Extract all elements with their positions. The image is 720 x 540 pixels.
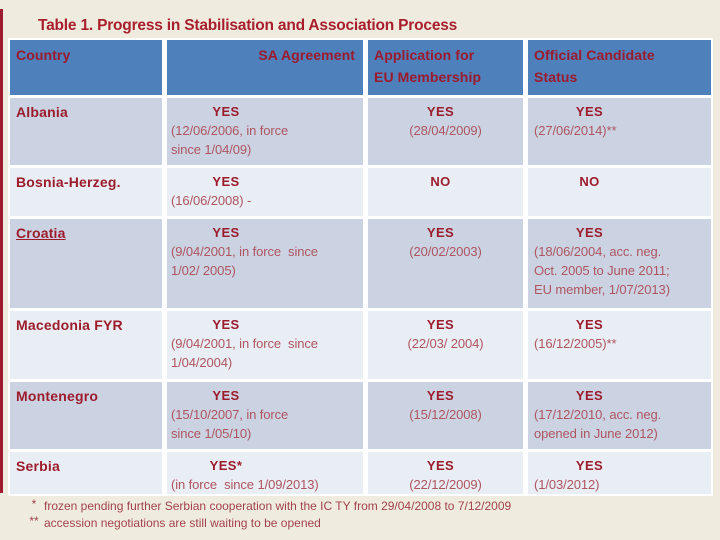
header-cell-application: Application for EU Membership <box>368 40 523 95</box>
sa-cell-croatia: YES (9/04/2001, in force since 1/02/ 200… <box>167 219 363 308</box>
application-status: YES <box>426 388 455 403</box>
sa-status: YES* <box>209 458 243 473</box>
application-detail: (15/12/2008) <box>409 407 482 422</box>
country-cell-croatia: Croatia <box>10 219 162 308</box>
country-cell-albania: Albania <box>10 98 162 165</box>
application-cell-albania: YES (28/04/2009) <box>368 98 523 165</box>
application-detail: (20/02/2003) <box>409 244 482 259</box>
country-label: Montenegro <box>16 388 99 404</box>
application-detail: (22/03/ 2004) <box>407 336 484 351</box>
country-label: Macedonia FYR <box>16 317 123 333</box>
sa-status: YES <box>212 174 240 189</box>
candidate-detail: (17/12/2010, acc. neg. opened in June 20… <box>534 407 662 441</box>
country-cell-macedonia: Macedonia FYR <box>10 311 162 379</box>
red-accent-bar <box>0 9 3 493</box>
sa-status: YES <box>212 317 240 332</box>
candidate-status: YES <box>575 104 604 119</box>
sa-cell-montenegro: YES (15/10/2007, in force since 1/05/10) <box>167 382 363 449</box>
footnote-marker: ** <box>29 514 39 528</box>
application-status: YES <box>426 225 455 240</box>
candidate-detail: (18/06/2004, acc. neg. Oct. 2005 to June… <box>534 244 670 297</box>
sa-status: YES <box>212 225 240 240</box>
candidate-detail: (27/06/2014)** <box>534 123 617 138</box>
country-label: Albania <box>16 104 68 120</box>
sa-status: YES <box>212 388 240 403</box>
candidate-status: YES <box>575 458 604 473</box>
footnotes: * frozen pending further Serbian coopera… <box>24 497 512 532</box>
footnote-text: accession negotiations are still waiting… <box>44 516 321 530</box>
country-cell-serbia: Serbia <box>10 452 162 494</box>
sa-detail: (9/04/2001, in force since 1/02/ 2005) <box>171 244 318 278</box>
country-cell-bosnia: Bosnia-Herzeg. <box>10 168 162 216</box>
country-label: Bosnia-Herzeg. <box>16 174 121 190</box>
sa-cell-macedonia: YES (9/04/2001, in force since 1/04/2004… <box>167 311 363 379</box>
footnote-frozen: * frozen pending further Serbian coopera… <box>24 497 512 515</box>
country-label: Serbia <box>16 458 60 474</box>
application-cell-serbia: YES (22/12/2009) <box>368 452 523 494</box>
candidate-detail: (16/12/2005)** <box>534 336 617 351</box>
sa-status: YES <box>212 104 240 119</box>
application-cell-macedonia: YES (22/03/ 2004) <box>368 311 523 379</box>
footnote-marker: * <box>31 497 37 511</box>
application-cell-bosnia: NO <box>368 168 523 216</box>
application-status: NO <box>430 174 451 189</box>
sa-cell-bosnia: YES (16/06/2008) - <box>167 168 363 216</box>
header-cell-country: Country <box>10 40 162 95</box>
candidate-cell-macedonia: YES (16/12/2005)** <box>528 311 711 379</box>
candidate-status: NO <box>579 174 600 189</box>
application-cell-montenegro: YES (15/12/2008) <box>368 382 523 449</box>
candidate-cell-albania: YES (27/06/2014)** <box>528 98 711 165</box>
candidate-cell-serbia: YES (1/03/2012) <box>528 452 711 494</box>
application-status: YES <box>426 317 455 332</box>
sa-detail: (16/06/2008) - <box>171 193 252 208</box>
progress-table: Country SA Agreement Application for EU … <box>8 38 713 496</box>
sa-detail: (12/06/2006, in force since 1/04/09) <box>171 123 289 157</box>
country-label: Croatia <box>16 225 66 241</box>
country-cell-montenegro: Montenegro <box>10 382 162 449</box>
sa-cell-albania: YES (12/06/2006, in force since 1/04/09) <box>167 98 363 165</box>
application-status: YES <box>426 104 455 119</box>
sa-detail: (in force since 1/09/2013) <box>171 477 319 492</box>
candidate-detail: (1/03/2012) <box>534 477 600 492</box>
header-cell-sa-agreement: SA Agreement <box>167 40 363 95</box>
page-title: Table 1. Progress in Stabilisation and A… <box>38 17 458 35</box>
candidate-cell-montenegro: YES (17/12/2010, acc. neg. opened in Jun… <box>528 382 711 449</box>
sa-detail: (15/10/2007, in force since 1/05/10) <box>171 407 289 441</box>
candidate-status: YES <box>575 388 604 403</box>
application-cell-croatia: YES (20/02/2003) <box>368 219 523 308</box>
application-detail: (28/04/2009) <box>409 123 482 138</box>
application-detail: (22/12/2009) <box>409 477 482 492</box>
sa-cell-serbia: YES* (in force since 1/09/2013) <box>167 452 363 494</box>
candidate-status: YES <box>575 317 604 332</box>
candidate-cell-croatia: YES (18/06/2004, acc. neg. Oct. 2005 to … <box>528 219 711 308</box>
footnote-text: frozen pending further Serbian cooperati… <box>44 499 512 513</box>
candidate-status: YES <box>575 225 604 240</box>
footnote-accession: ** accession negotiations are still wait… <box>24 514 511 532</box>
sa-detail: (9/04/2001, in force since 1/04/2004) <box>171 336 318 370</box>
header-cell-candidate-status: Official Candidate Status <box>528 40 711 95</box>
candidate-cell-bosnia: NO <box>528 168 711 216</box>
application-status: YES <box>426 458 455 473</box>
